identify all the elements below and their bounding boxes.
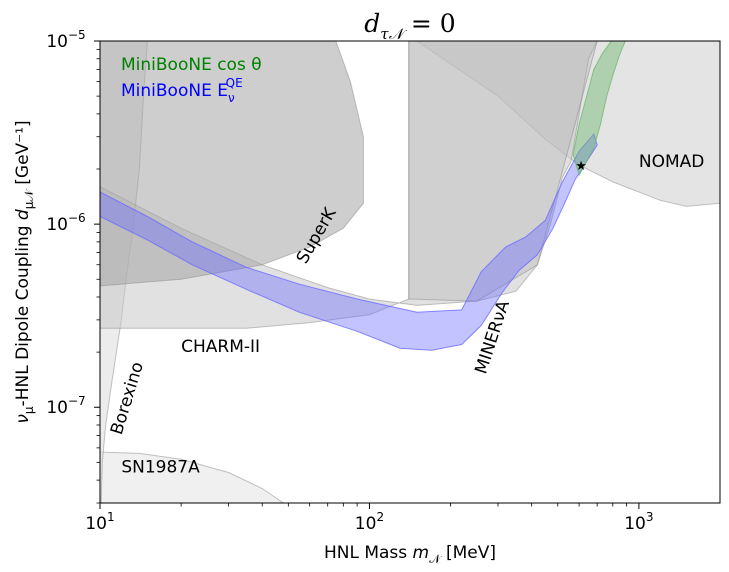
x-tick-label: 102: [355, 510, 384, 534]
label-nomad: NOMAD: [639, 152, 705, 172]
y-tick-label: 10−5: [46, 28, 85, 52]
label-sn1987a: SN1987A: [121, 458, 200, 478]
band-miniboone-e-qe: [100, 133, 598, 351]
y-axis-label: νμ-HNL Dipole Coupling dμ𝒩 [GeV⁻¹]: [13, 120, 36, 423]
band-miniboone-cos: [572, 41, 626, 177]
exclusion-regions: [100, 41, 720, 503]
region-sn1987a: [100, 451, 285, 503]
region-miner-a: [408, 41, 598, 302]
plot-frame: [99, 40, 721, 504]
region-superk: [100, 41, 364, 287]
x-tick-label: 101: [85, 510, 114, 534]
axis-ticks: 101 102 103 10−7 10−6 10−5: [46, 28, 653, 534]
x-tick-label: 103: [624, 510, 653, 534]
legend: MiniBooNE cos θ MiniBooNE EνQE: [121, 55, 262, 105]
x-axis-label: HNL Mass m𝒩 [MeV]: [324, 543, 496, 566]
label-charm-ii: CHARM-II: [181, 337, 260, 357]
legend-entry-cos-theta: MiniBooNE cos θ: [121, 55, 262, 75]
legend-entry-eqe: MiniBooNE EνQE: [121, 76, 243, 105]
y-tick-label: 10−6: [46, 211, 85, 235]
miniboone-bands: [100, 41, 626, 351]
y-tick-label: 10−7: [46, 394, 85, 418]
best-fit-star-marker: ★: [575, 159, 587, 174]
chart-title: dτ𝒩 = 0: [364, 9, 455, 43]
